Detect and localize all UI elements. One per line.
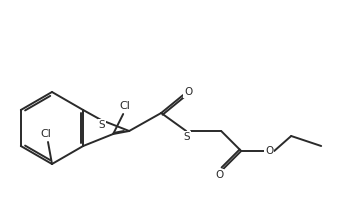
Text: Cl: Cl (41, 129, 51, 139)
Text: S: S (99, 120, 106, 130)
Text: S: S (184, 132, 191, 142)
Text: O: O (184, 87, 192, 97)
Text: O: O (215, 170, 223, 180)
Text: Cl: Cl (120, 101, 131, 111)
Text: O: O (265, 146, 273, 156)
